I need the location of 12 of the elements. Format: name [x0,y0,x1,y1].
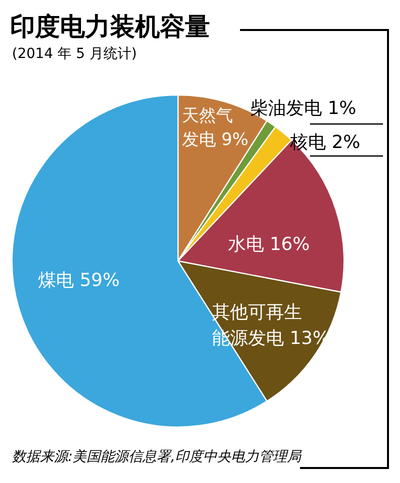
source-note: 数据来源:美国能源信息署,印度中央电力管理局 [12,448,302,466]
slice-label: 核电 [290,132,326,153]
data-label: 59% [80,270,120,291]
data-label: 9% [221,130,248,150]
chart-subtitle: (2014 年 5 月统计) [12,45,137,63]
data-label: 2% [332,132,360,153]
slice-label: 煤电 [38,270,74,291]
data-label: 16% [270,234,310,255]
slice-label: 水电 [228,234,264,255]
slice-label: 柴油发电 [250,98,322,119]
chart-title: 印度电力装机容量 [10,11,210,43]
data-label: 1% [328,98,356,119]
